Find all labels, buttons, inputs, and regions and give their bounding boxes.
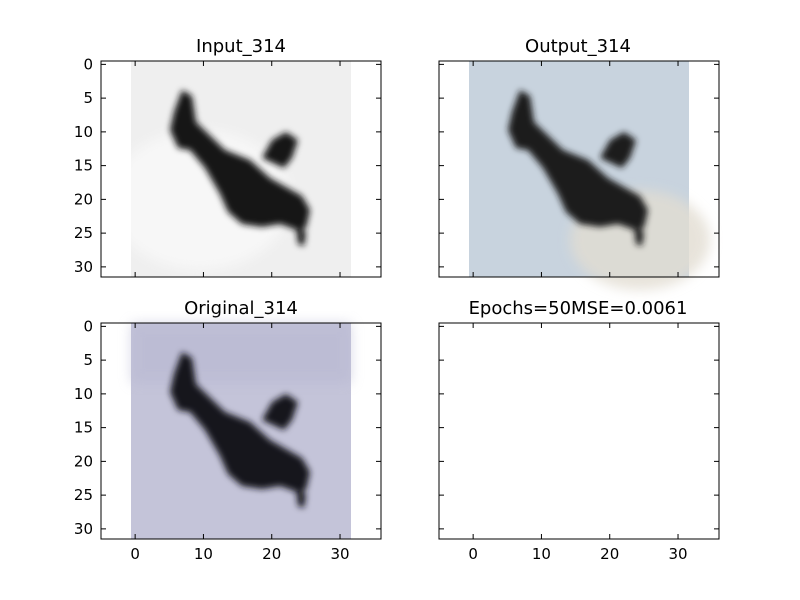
panel-title-original: Original_314 — [184, 298, 298, 319]
y-tick-label: 5 — [83, 351, 93, 369]
axis-ticks-input: 0 5 10 15 20 25 30 — [74, 55, 381, 277]
y-tick-label: 15 — [74, 419, 93, 437]
panel-original: Original_314 0 5 10 15 20 25 30 0 10 20 30 — [74, 298, 382, 563]
x-tick-label: 10 — [532, 545, 551, 563]
bird-silhouette — [170, 352, 310, 508]
axes-frame — [438, 322, 720, 540]
axes-frame — [100, 60, 382, 278]
panel-title-empty: Epochs=50MSE=0.0061 — [469, 298, 688, 319]
bird-silhouette — [170, 90, 310, 246]
bird-silhouette — [508, 90, 648, 246]
panel-output: Output_314 — [438, 36, 720, 290]
image-input — [110, 61, 351, 277]
x-tick-label: 30 — [330, 545, 349, 563]
axis-ticks-empty: 0 10 20 30 — [439, 323, 719, 563]
y-tick-label: 25 — [74, 486, 93, 504]
image-output — [469, 61, 710, 290]
y-tick-label: 30 — [74, 258, 93, 276]
y-tick-label: 10 — [74, 385, 93, 403]
x-tick-label: 0 — [468, 545, 478, 563]
axis-ticks-output — [439, 61, 719, 277]
y-tick-label: 0 — [83, 317, 93, 335]
panel-title-input: Input_314 — [196, 36, 286, 57]
x-tick-label: 20 — [262, 545, 281, 563]
image-original — [131, 323, 351, 539]
axes-frame — [438, 60, 720, 278]
axis-ticks-original: 0 5 10 15 20 25 30 0 10 20 30 — [74, 317, 381, 563]
panel-empty: Epochs=50MSE=0.0061 0 10 20 30 — [438, 298, 720, 563]
y-tick-label: 30 — [74, 520, 93, 538]
x-tick-label: 0 — [130, 545, 140, 563]
y-tick-label: 25 — [74, 224, 93, 242]
x-tick-label: 30 — [668, 545, 687, 563]
y-tick-label: 20 — [74, 190, 93, 208]
x-tick-label: 10 — [194, 545, 213, 563]
axes-frame — [100, 322, 382, 540]
image-shade — [131, 323, 351, 383]
y-tick-label: 0 — [83, 55, 93, 73]
x-tick-label: 20 — [600, 545, 619, 563]
y-tick-label: 20 — [74, 452, 93, 470]
panel-title-output: Output_314 — [525, 36, 631, 57]
panel-input: Input_314 0 5 10 15 20 25 30 — [74, 36, 382, 278]
y-tick-label: 10 — [74, 123, 93, 141]
y-tick-label: 5 — [83, 89, 93, 107]
y-tick-label: 15 — [74, 157, 93, 175]
